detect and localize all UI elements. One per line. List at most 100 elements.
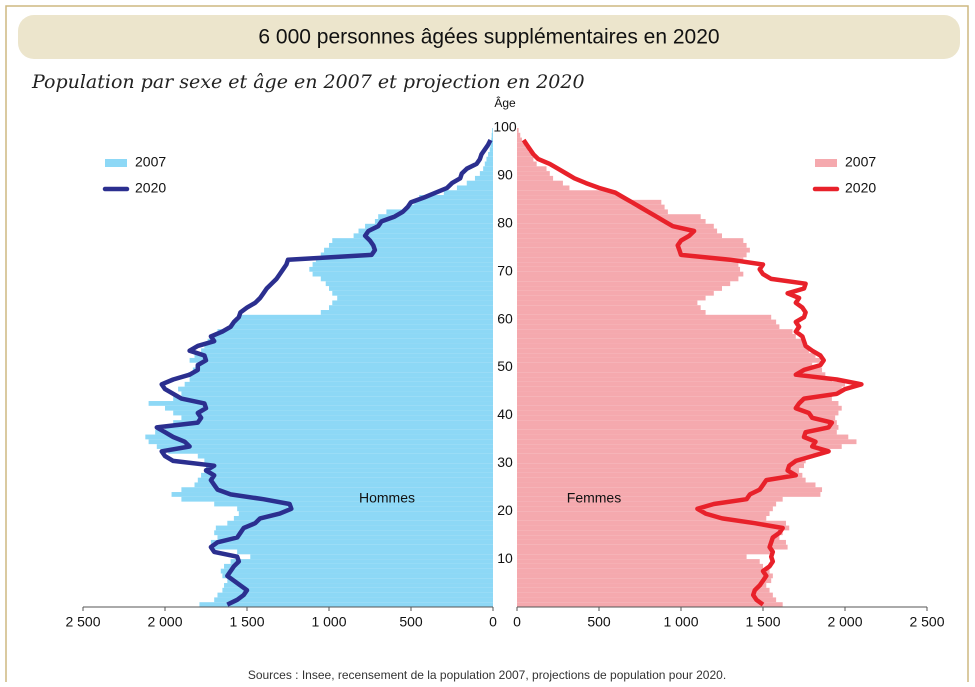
bar <box>312 271 493 277</box>
y-tick-label: 20 <box>497 502 513 518</box>
bar <box>204 458 494 464</box>
bar <box>517 477 806 483</box>
bar <box>214 501 493 507</box>
bar <box>517 515 767 521</box>
x-tick-label: 2 000 <box>147 614 182 630</box>
bar <box>148 401 493 406</box>
bar <box>517 219 706 224</box>
bar <box>517 276 739 282</box>
bar <box>517 420 837 425</box>
bar <box>173 410 493 416</box>
bar <box>517 535 780 540</box>
bar <box>517 496 783 502</box>
bar <box>517 453 813 459</box>
bar <box>329 286 493 291</box>
y-tick-label: 90 <box>497 167 513 183</box>
bar <box>517 319 777 325</box>
bar <box>517 233 722 239</box>
bar <box>197 453 494 459</box>
bar <box>517 161 537 167</box>
bar <box>517 353 816 358</box>
bar <box>517 367 823 373</box>
bar <box>517 290 714 296</box>
x-tick-label: 1 000 <box>663 614 698 630</box>
bar <box>517 242 747 248</box>
bar <box>517 209 668 215</box>
bar <box>517 333 796 339</box>
bar <box>233 515 493 521</box>
bar <box>312 262 493 267</box>
bar <box>378 214 493 220</box>
x-tick-label: 1 000 <box>311 614 346 630</box>
bar <box>517 338 803 344</box>
bar <box>517 396 832 402</box>
bar <box>194 353 493 358</box>
bar <box>517 300 698 306</box>
bar <box>148 439 493 445</box>
bar <box>230 324 493 330</box>
x-tick-label: 2 000 <box>827 614 862 630</box>
bar <box>214 544 493 550</box>
bar <box>184 381 493 387</box>
bar <box>517 492 821 497</box>
bar <box>517 132 521 138</box>
bar <box>332 300 493 306</box>
bar <box>214 597 493 603</box>
bar <box>238 511 493 516</box>
title-band <box>18 15 960 59</box>
x-tick-label: 1 500 <box>229 614 264 630</box>
line <box>521 138 864 607</box>
bar <box>517 305 701 311</box>
bar <box>517 391 837 397</box>
x-tick-label: 2 500 <box>909 614 944 630</box>
bar <box>173 420 493 425</box>
bar <box>517 156 534 162</box>
bar <box>517 410 839 416</box>
x-tick-label: 2 500 <box>65 614 100 630</box>
bar <box>486 156 493 162</box>
y-tick-label: 100 <box>493 119 517 135</box>
bar <box>230 559 493 564</box>
bar <box>214 333 493 339</box>
bar <box>517 372 826 378</box>
x-tick-label: 500 <box>587 614 611 630</box>
bar <box>517 137 522 143</box>
bar <box>215 525 493 531</box>
bar <box>222 573 493 579</box>
bar <box>222 587 493 593</box>
bar <box>517 271 744 277</box>
bar <box>320 310 493 315</box>
bar <box>517 554 747 560</box>
bar <box>227 520 493 526</box>
bar <box>250 554 493 560</box>
x-tick-label: 0 <box>489 614 497 630</box>
bar <box>517 386 842 392</box>
bar <box>483 166 493 172</box>
bar <box>214 530 493 536</box>
bar <box>324 247 493 253</box>
bar <box>517 247 750 253</box>
bar <box>199 602 493 607</box>
bar <box>517 223 714 229</box>
bar <box>517 429 837 435</box>
line <box>154 138 493 607</box>
bar <box>517 468 800 473</box>
bar <box>224 583 494 588</box>
bar <box>517 166 547 172</box>
bar <box>181 415 493 421</box>
bar <box>517 147 529 152</box>
panel-label: Femmes <box>567 490 621 506</box>
x-tick-label: 0 <box>513 614 521 630</box>
bar <box>517 175 554 181</box>
bar <box>517 185 570 191</box>
bar <box>517 190 616 196</box>
bar <box>517 539 786 545</box>
bar <box>517 506 773 512</box>
bar <box>329 305 493 311</box>
bar <box>238 314 493 320</box>
bar <box>206 463 493 469</box>
bar <box>517 448 829 454</box>
bar <box>181 487 493 493</box>
bar <box>517 463 804 469</box>
bar <box>320 276 493 282</box>
